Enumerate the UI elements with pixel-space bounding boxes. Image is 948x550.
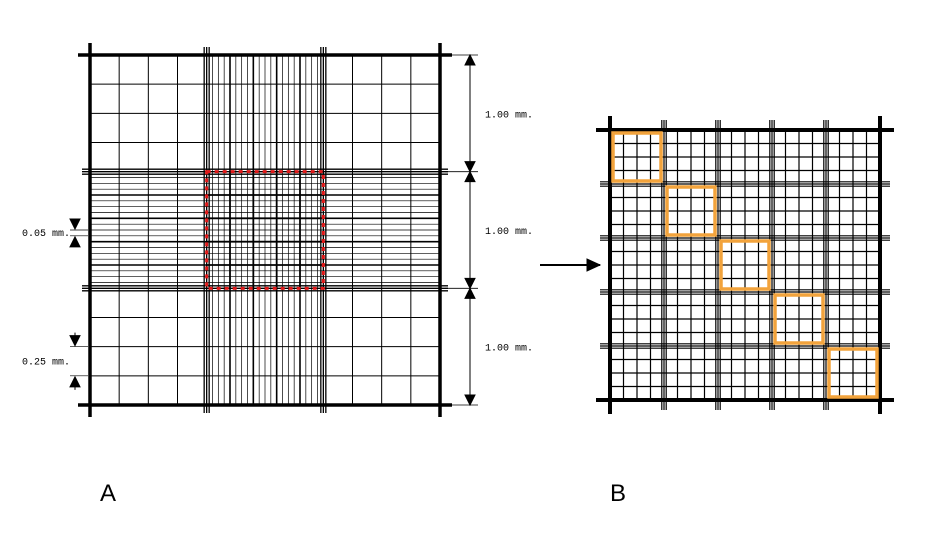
svg-text:1.00 mm.: 1.00 mm. bbox=[485, 227, 533, 238]
svg-text:1.00 mm.: 1.00 mm. bbox=[485, 344, 533, 355]
svg-text:0.05 mm.: 0.05 mm. bbox=[22, 229, 70, 240]
svg-text:0.25 mm.: 0.25 mm. bbox=[22, 357, 70, 368]
svg-text:1.00 mm.: 1.00 mm. bbox=[485, 110, 533, 121]
figure-container: 1.00 mm. 1.00 mm. 1.00 mm. 0.05 mm. 0.25 mm.… bbox=[0, 0, 948, 550]
panel-b-label: B bbox=[610, 480, 626, 508]
panel-a-grid: 1.00 mm. 1.00 mm. 1.00 mm. 0.05 mm. 0.25 mm. bbox=[20, 20, 540, 480]
panel-b-grid bbox=[590, 110, 910, 430]
panel-a-label: A bbox=[100, 480, 116, 508]
